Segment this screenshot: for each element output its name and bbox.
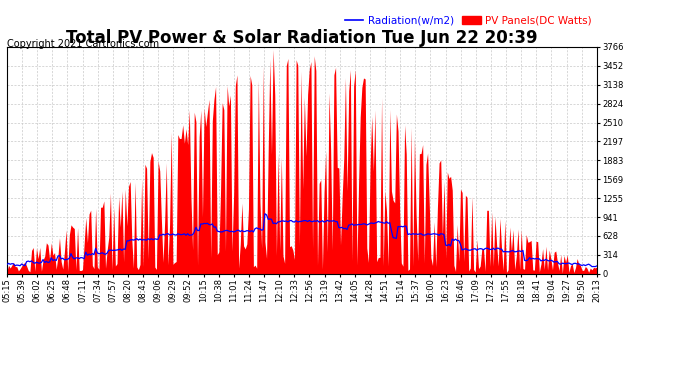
Title: Total PV Power & Solar Radiation Tue Jun 22 20:39: Total PV Power & Solar Radiation Tue Jun… (66, 29, 538, 47)
Legend: Radiation(w/m2), PV Panels(DC Watts): Radiation(w/m2), PV Panels(DC Watts) (345, 16, 591, 26)
Text: Copyright 2021 Cartronics.com: Copyright 2021 Cartronics.com (7, 39, 159, 50)
